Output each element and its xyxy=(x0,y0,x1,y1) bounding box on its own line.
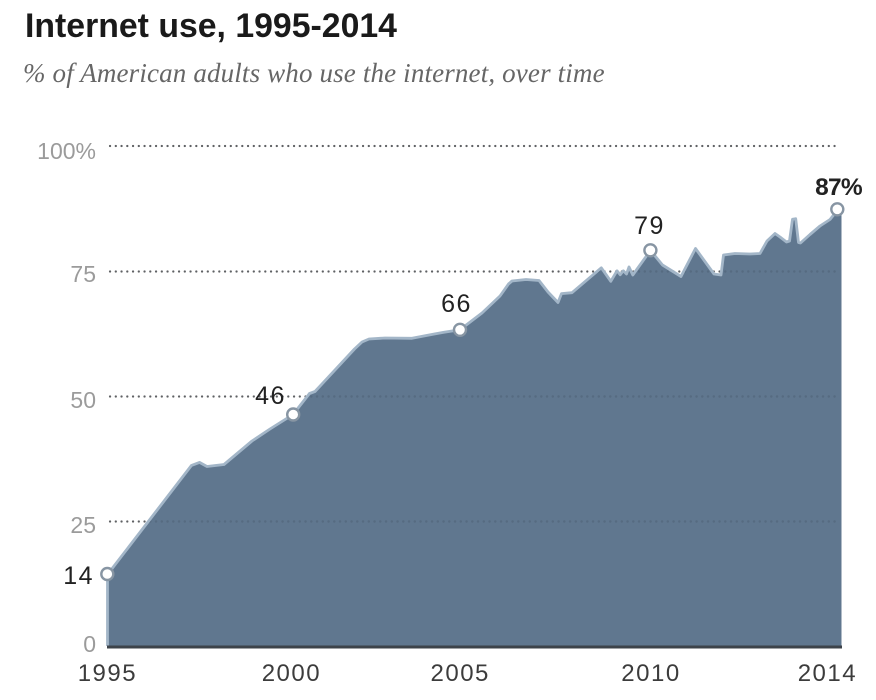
svg-text:50: 50 xyxy=(70,387,96,413)
svg-text:1995: 1995 xyxy=(78,660,137,687)
svg-text:66: 66 xyxy=(441,290,472,318)
svg-text:79: 79 xyxy=(634,212,665,240)
svg-text:2005: 2005 xyxy=(431,660,490,687)
svg-text:0: 0 xyxy=(83,631,96,657)
svg-text:25: 25 xyxy=(70,512,96,538)
svg-text:2000: 2000 xyxy=(262,660,321,687)
svg-text:2010: 2010 xyxy=(621,660,680,687)
svg-text:46: 46 xyxy=(255,382,286,410)
svg-text:2014: 2014 xyxy=(798,660,857,687)
svg-text:14: 14 xyxy=(63,562,94,590)
svg-text:100%: 100% xyxy=(37,138,96,164)
svg-text:87%: 87% xyxy=(815,174,863,201)
svg-text:75: 75 xyxy=(70,261,96,287)
